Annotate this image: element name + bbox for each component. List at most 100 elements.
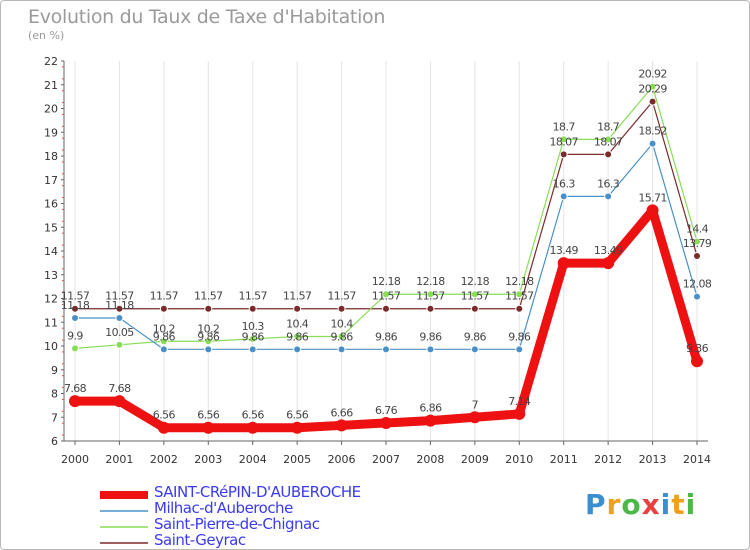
data-label: 12.18 [461, 275, 490, 288]
data-point [515, 290, 524, 299]
y-tick-label: 6 [51, 435, 58, 448]
data-label: 6.56 [286, 409, 309, 422]
data-label: 14.4 [686, 223, 709, 236]
data-label: 10.3 [242, 320, 265, 333]
logo-letter: i [685, 488, 697, 521]
x-tick-label: 2002 [150, 453, 178, 466]
data-label: 18.7 [553, 120, 576, 133]
data-point [559, 192, 568, 201]
x-tick-label: 2001 [105, 453, 133, 466]
data-point [646, 204, 659, 217]
data-point [559, 150, 568, 159]
data-label: 13.49 [549, 244, 578, 257]
y-tick-label: 19 [44, 126, 58, 139]
data-point [159, 345, 168, 354]
data-label: 20.29 [638, 83, 667, 96]
data-label: 12.18 [372, 275, 401, 288]
x-tick-label: 2006 [328, 453, 356, 466]
data-point [559, 135, 568, 144]
data-point [71, 313, 79, 322]
y-tick-label: 16 [44, 198, 58, 211]
x-tick-label: 2011 [550, 453, 578, 466]
logo-letter: o [621, 488, 642, 521]
data-label: 6.66 [331, 406, 354, 419]
data-point [513, 407, 526, 420]
data-label: 11.57 [150, 290, 179, 303]
x-tick-label: 2000 [61, 453, 89, 466]
data-label: 18.52 [638, 125, 667, 138]
data-label: 7 [472, 398, 479, 411]
x-tick-label: 2014 [683, 453, 711, 466]
data-label: 9.86 [286, 330, 309, 343]
data-label: 11.18 [105, 299, 134, 312]
data-point [648, 97, 657, 106]
data-label: 11.57 [505, 290, 534, 303]
data-point [426, 304, 435, 313]
x-tick-label: 2005 [283, 453, 311, 466]
data-label: 7.68 [108, 382, 131, 395]
data-label: 9.86 [375, 330, 398, 343]
chart-title: Evolution du Taux de Taxe d'Habitation [28, 6, 386, 28]
legend-label: Saint-Geyrac [154, 531, 246, 549]
data-label: 10.2 [197, 322, 219, 335]
data-label: 10.4 [331, 318, 354, 331]
y-tick-label: 8 [51, 388, 58, 401]
data-point [426, 290, 435, 299]
data-label: 10.05 [105, 326, 134, 339]
data-label: 13.49 [594, 244, 623, 257]
data-label: 18.07 [549, 135, 578, 148]
legend-label: SAINT-CRéPIN-D'AUBEROCHE [154, 483, 361, 501]
data-label: 6.56 [197, 409, 220, 422]
data-point [693, 237, 701, 246]
legend-swatch [100, 542, 148, 544]
data-label: 15.71 [638, 191, 667, 204]
data-label: 6.86 [419, 402, 442, 415]
data-label: 10.4 [286, 318, 309, 331]
data-label: 9.86 [508, 330, 531, 343]
data-point [293, 304, 302, 313]
y-tick-label: 9 [51, 364, 58, 377]
legend-label: Saint-Pierre-de-Chignac [154, 515, 320, 533]
data-point [202, 421, 215, 434]
data-label: 9.86 [242, 330, 265, 343]
x-tick-label: 2004 [239, 453, 267, 466]
data-point [557, 257, 570, 270]
y-tick-label: 18 [44, 150, 58, 163]
data-label: 16.3 [553, 177, 576, 190]
y-tick-label: 20 [44, 103, 58, 116]
data-point [604, 135, 613, 144]
data-label: 6.56 [242, 409, 265, 422]
data-point [468, 411, 481, 424]
y-tick-label: 13 [44, 269, 58, 282]
logo-letter: x [641, 488, 661, 521]
legend-swatch [100, 510, 148, 512]
data-label: 9.86 [464, 330, 487, 343]
data-point [69, 395, 81, 408]
data-point [693, 292, 701, 301]
data-label: 9.86 [419, 330, 442, 343]
data-point [470, 290, 479, 299]
y-tick-label: 14 [44, 245, 58, 258]
data-label: 18.7 [597, 120, 620, 133]
logo-letter: t [671, 488, 686, 521]
y-tick-label: 10 [44, 340, 58, 353]
y-tick-label: 12 [44, 293, 58, 306]
data-point [337, 345, 346, 354]
x-tick-label: 2008 [416, 453, 444, 466]
data-point [248, 345, 257, 354]
data-point [515, 345, 524, 354]
data-point [159, 337, 168, 346]
chart-subtitle: (en %) [28, 29, 65, 42]
data-point [204, 304, 213, 313]
data-label: 7.68 [64, 382, 87, 395]
data-label: 9.9 [67, 329, 83, 342]
legend-label: Milhac-d'Auberoche [154, 499, 293, 517]
data-point [246, 421, 259, 434]
data-point [115, 304, 124, 313]
y-tick-label: 22 [44, 55, 58, 68]
x-tick-label: 2009 [461, 453, 489, 466]
data-point [337, 332, 346, 341]
data-label: 10.2 [153, 322, 175, 335]
data-label: 12.08 [683, 278, 712, 291]
